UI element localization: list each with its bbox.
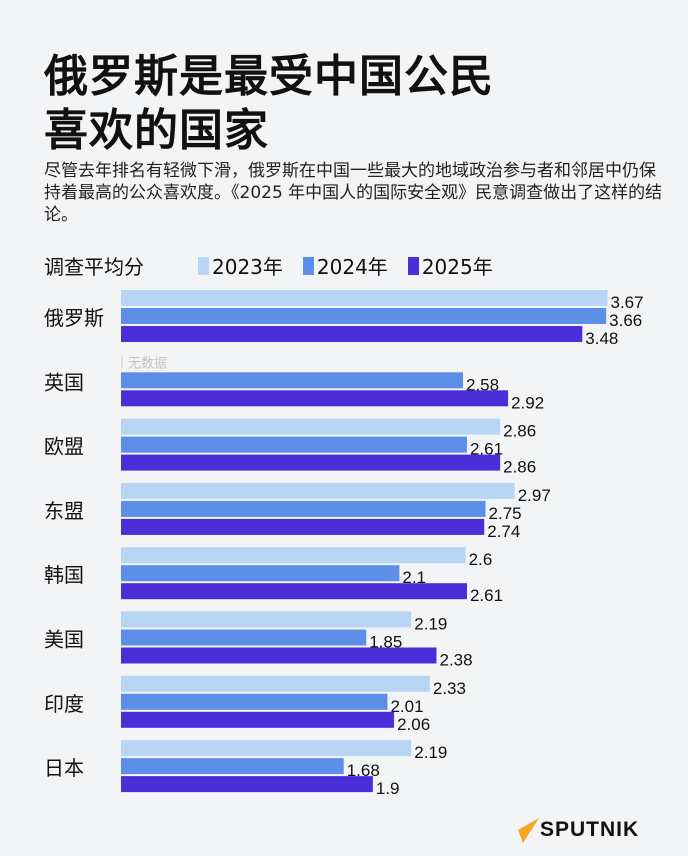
bar-2023年	[121, 547, 466, 564]
value-label: 2.97	[518, 486, 551, 505]
sputnik-logo-icon	[518, 818, 539, 843]
legend-swatch	[302, 256, 314, 275]
value-label: 2.61	[470, 586, 503, 605]
value-label: 2.6	[469, 550, 493, 569]
bar-2023年	[121, 740, 412, 757]
value-label: 3.66	[609, 311, 642, 330]
bar-2023年	[121, 482, 515, 499]
legend-label: 2023年	[212, 255, 283, 279]
value-label: 2.06	[397, 715, 430, 734]
category-label: 印度	[44, 692, 84, 716]
bar-2025年	[121, 454, 501, 471]
value-label: 3.48	[585, 329, 618, 348]
legend-swatch	[198, 256, 209, 275]
legend: 调查平均分 2023年 2024年 2025年	[44, 251, 513, 280]
bar-2024年	[121, 436, 467, 453]
value-label: 2.86	[503, 458, 536, 477]
bar-2025年	[121, 518, 485, 535]
bar-2025年	[121, 711, 395, 728]
legend-label: 2025年	[421, 255, 493, 279]
bar-2025年	[121, 326, 583, 342]
legend-label: 2024年	[316, 255, 388, 279]
bar-2025年	[121, 390, 509, 407]
value-label: 2.86	[503, 422, 536, 441]
value-label: 2.58	[466, 375, 499, 394]
category-label: 韩国	[44, 563, 84, 587]
value-label: 2.74	[487, 522, 520, 541]
title-line-1: 俄罗斯是最受中国公民	[44, 51, 494, 102]
y-axis-label: 调查平均分	[44, 255, 144, 279]
bar-2024年	[121, 372, 463, 389]
no-data-label: 无数据	[128, 356, 167, 371]
legend-swatch	[407, 256, 419, 275]
bar-2025年	[121, 647, 437, 664]
legend-item-2023: 2023年	[198, 251, 283, 280]
category-label: 欧盟	[44, 435, 84, 459]
value-label: 2.19	[414, 615, 447, 634]
value-label: 2.19	[414, 743, 447, 762]
bar-chart: 俄罗斯3.673.663.48英国无数据2.582.92欧盟2.862.612.…	[44, 290, 644, 798]
category-label: 英国	[44, 370, 84, 394]
sputnik-logo: SPUTNIK	[512, 816, 639, 844]
value-label: 3.67	[610, 293, 643, 312]
category-label: 美国	[44, 628, 84, 652]
bar-2025年	[121, 583, 467, 600]
subtitle: 尽管去年排名有轻微下滑，俄罗斯在中国一些最大的地域政治参与者和邻居中仍保持着最高…	[44, 161, 663, 225]
value-label: 1.9	[376, 779, 400, 798]
bar-2023年	[121, 290, 608, 306]
title-line-2: 喜欢的国家	[44, 105, 269, 156]
value-label: 2.92	[511, 393, 544, 412]
bar-2024年	[121, 308, 607, 324]
category-label: 东盟	[44, 499, 84, 523]
bar-2023年	[121, 418, 501, 435]
bar-2024年	[121, 758, 344, 775]
bar-2024年	[121, 693, 388, 710]
legend-item-2025: 2025年	[407, 251, 493, 280]
value-label: 2.61	[470, 440, 503, 459]
value-label: 2.01	[390, 697, 423, 716]
bar-2025年	[121, 776, 373, 793]
category-label: 日本	[44, 756, 84, 780]
value-label: 2.38	[439, 651, 472, 670]
value-label: 1.85	[369, 633, 402, 652]
page-title: 俄罗斯是最受中国公民 喜欢的国家	[44, 50, 494, 158]
value-label: 2.33	[433, 679, 466, 698]
bar-2024年	[121, 565, 400, 582]
legend-item-2024: 2024年	[302, 251, 388, 280]
brand-name: SPUTNIK	[540, 818, 640, 841]
bar-2023年	[121, 675, 430, 692]
value-label: 2.75	[489, 504, 522, 523]
bar-2024年	[121, 629, 367, 646]
bar-2023年	[121, 611, 412, 628]
bar-2024年	[121, 500, 486, 517]
category-label: 俄罗斯	[44, 306, 104, 330]
value-label: 2.1	[402, 568, 426, 587]
value-label: 1.68	[347, 761, 380, 780]
